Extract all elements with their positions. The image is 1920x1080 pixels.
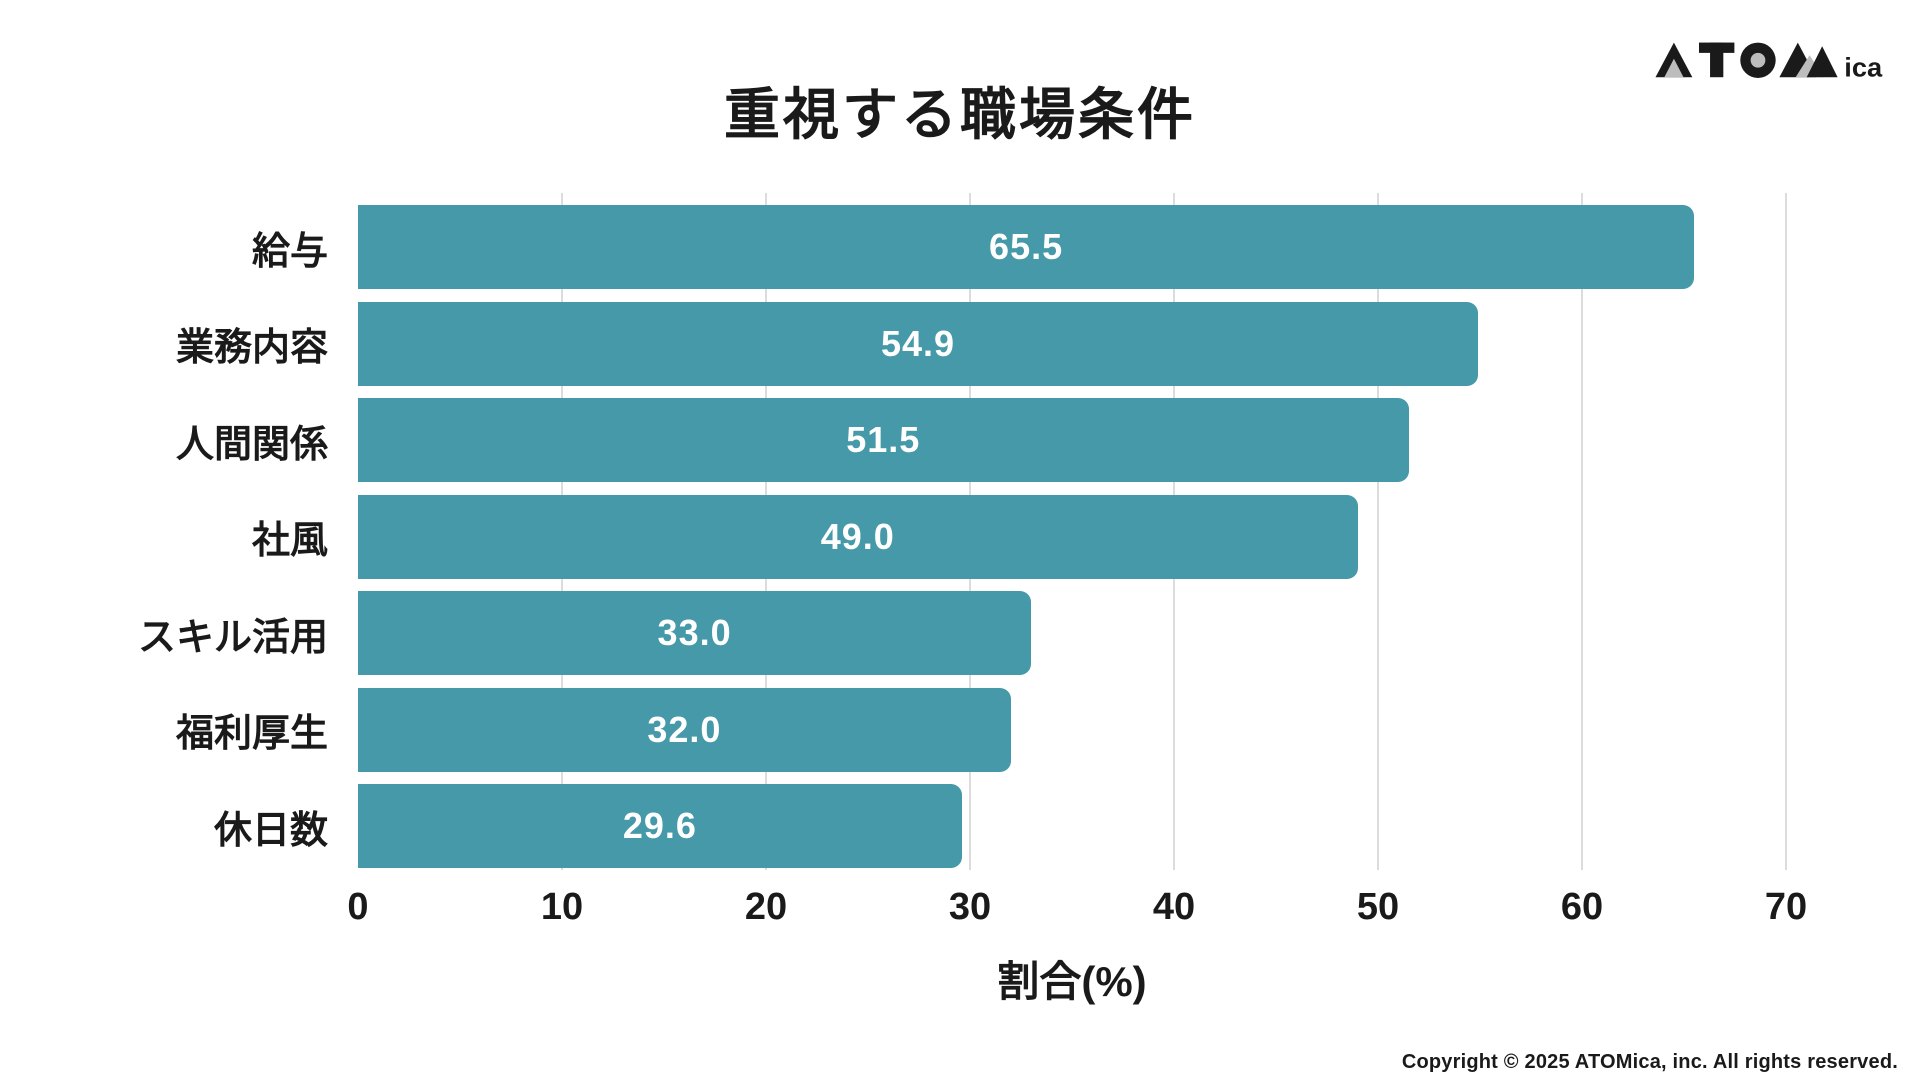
logo-text-ica: ica xyxy=(1844,51,1883,82)
category-label: 人間関係 xyxy=(175,423,328,466)
logo-letter-t-stem xyxy=(1710,42,1724,78)
x-ticks: 0 10 20 30 40 50 60 70 xyxy=(347,886,1807,936)
category-label: 福利厚生 xyxy=(175,713,328,755)
x-tick-label: 10 xyxy=(540,886,584,928)
x-tick-label: 70 xyxy=(1764,886,1808,928)
x-tick-label: 30 xyxy=(948,886,992,928)
bar-row: スキル活用 33.0 xyxy=(0,591,1786,675)
bar-value-label: 65.5 xyxy=(989,226,1064,267)
x-tick-label: 60 xyxy=(1560,886,1604,928)
bar: 32.0 xyxy=(358,687,1011,772)
bar: 65.5 xyxy=(358,205,1695,289)
category-label: スキル活用 xyxy=(137,616,328,659)
bar: 51.5 xyxy=(358,398,1409,482)
logo-letter-a-inner xyxy=(1664,58,1684,78)
bar-row: 社風 49.0 xyxy=(0,494,1786,579)
bar-track: 32.0 xyxy=(358,687,1786,772)
gridline xyxy=(1581,193,1583,870)
bar: 29.6 xyxy=(358,784,962,868)
logo-letter-m-peak2 xyxy=(1806,46,1838,78)
bar-value-label: 51.5 xyxy=(846,419,921,460)
bar-track: 65.5 xyxy=(358,205,1786,289)
x-axis-label: 割合(%) xyxy=(997,958,1147,1005)
atomica-logo: ica xyxy=(1654,36,1890,86)
bar-track: 54.9 xyxy=(358,301,1786,386)
bar-row: 人間関係 51.5 xyxy=(0,398,1786,482)
bar-rows: 給与 65.5 業務内容 54.9 人間関係 51.5 社風 49.0 xyxy=(0,205,1786,868)
logo-letter-o-inner xyxy=(1750,52,1766,68)
bar: 49.0 xyxy=(358,494,1358,579)
bar-value-label: 33.0 xyxy=(657,612,732,653)
bar: 54.9 xyxy=(358,301,1478,386)
bar-value-label: 49.0 xyxy=(820,515,895,557)
gridline xyxy=(1377,193,1379,870)
x-tick-label: 20 xyxy=(744,886,788,928)
chart-title: 重視する職場条件 xyxy=(724,83,1196,146)
category-label: 業務内容 xyxy=(175,327,328,369)
bar-track: 49.0 xyxy=(358,494,1786,579)
bar-track: 33.0 xyxy=(358,591,1786,675)
copyright-text: Copyright © 2025 ATOMica, inc. All right… xyxy=(1401,1051,1898,1073)
bar-row: 休日数 29.6 xyxy=(0,784,1786,868)
bar-row: 給与 65.5 xyxy=(0,205,1786,289)
bar: 33.0 xyxy=(358,591,1032,675)
bar-row: 業務内容 54.9 xyxy=(0,301,1786,386)
gridline xyxy=(1785,193,1787,870)
category-label: 給与 xyxy=(251,230,328,273)
bar-track: 51.5 xyxy=(358,398,1786,482)
x-tick-label: 50 xyxy=(1356,886,1400,928)
bar-value-label: 29.6 xyxy=(622,805,697,846)
category-label: 休日数 xyxy=(213,809,328,852)
x-tick-label: 0 xyxy=(347,886,369,928)
bar-value-label: 54.9 xyxy=(880,322,956,364)
bar-track: 29.6 xyxy=(358,784,1786,868)
atomica-logo-graphic: ica xyxy=(1655,42,1883,82)
bar-row: 福利厚生 32.0 xyxy=(0,687,1786,772)
bar-value-label: 32.0 xyxy=(647,708,722,750)
x-tick-label: 40 xyxy=(1152,886,1196,928)
category-label: 社風 xyxy=(251,520,328,562)
